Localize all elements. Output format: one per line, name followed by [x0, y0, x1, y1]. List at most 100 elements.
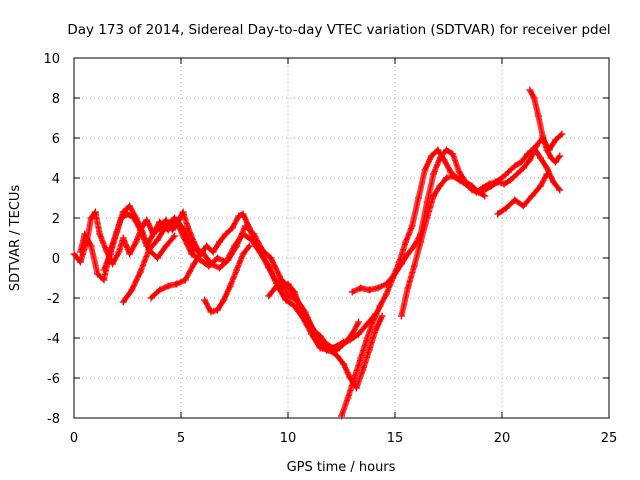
data-point	[436, 182, 444, 190]
data-point	[430, 192, 438, 200]
data-point	[402, 238, 410, 246]
data-point	[162, 216, 170, 224]
data-point	[376, 302, 384, 310]
data-point	[397, 260, 405, 268]
data-point	[415, 194, 423, 202]
data-point	[132, 238, 140, 246]
data-point	[340, 360, 348, 368]
data-point	[156, 218, 164, 226]
data-point	[245, 242, 253, 250]
data-point	[528, 192, 536, 200]
data-point	[350, 374, 358, 382]
data-point	[382, 280, 390, 288]
data-point	[500, 180, 508, 188]
data-point	[256, 248, 264, 256]
data-point	[408, 222, 416, 230]
data-point	[271, 284, 279, 292]
data-point	[156, 286, 164, 294]
data-point	[357, 284, 365, 292]
data-point	[391, 270, 399, 278]
series-trace-12	[526, 86, 564, 166]
data-point	[455, 176, 463, 184]
data-point	[539, 132, 547, 140]
data-point	[235, 212, 243, 220]
data-point	[126, 202, 134, 210]
data-point	[526, 86, 534, 94]
data-point	[203, 242, 211, 250]
data-point	[352, 384, 360, 392]
data-point	[363, 334, 371, 342]
data-point	[558, 130, 566, 138]
data-point	[316, 332, 324, 340]
data-point	[474, 188, 482, 196]
data-point	[171, 214, 179, 222]
data-point	[534, 112, 542, 120]
data-point	[126, 250, 134, 258]
axis-ticks: 0 5 10 15 20 25 -8 -6 -4 -2 0 2 4 6 8 10	[43, 52, 617, 446]
series-trace-6	[201, 242, 253, 316]
data-point	[346, 336, 354, 344]
data-point	[338, 340, 345, 348]
data-point	[119, 298, 127, 306]
data-point	[404, 250, 412, 258]
data-point	[329, 344, 337, 352]
x-tick-label: 5	[177, 431, 185, 446]
data-point	[207, 308, 215, 316]
data-point	[205, 262, 213, 270]
y-tick-label: -6	[47, 372, 60, 387]
data-point	[357, 354, 365, 362]
data-point	[530, 94, 538, 102]
data-points	[70, 86, 566, 420]
data-point	[132, 214, 140, 222]
data-point	[494, 210, 502, 218]
data-point	[222, 230, 230, 238]
data-point	[145, 246, 153, 254]
x-axis-title: GPS time / hours	[287, 460, 396, 475]
data-point	[213, 254, 221, 262]
series-trace-11	[494, 170, 551, 218]
data-point	[162, 242, 170, 250]
data-point	[87, 242, 95, 250]
data-point	[209, 248, 217, 256]
data-point	[308, 330, 316, 338]
data-point	[290, 292, 298, 300]
data-point	[231, 242, 238, 250]
data-point	[404, 284, 412, 292]
data-point	[113, 228, 121, 236]
data-point	[70, 250, 78, 258]
data-point	[190, 260, 198, 268]
data-point	[239, 250, 247, 258]
y-tick-label: 2	[52, 212, 60, 227]
data-point	[410, 262, 418, 270]
data-point	[216, 264, 224, 272]
data-point	[449, 172, 457, 180]
series-trace-10	[397, 172, 489, 320]
data-point	[241, 222, 249, 230]
data-point	[248, 236, 256, 244]
data-point	[382, 290, 390, 298]
data-point	[183, 222, 191, 230]
data-point	[532, 142, 540, 150]
series-trace-5	[147, 248, 206, 302]
data-point	[549, 178, 557, 186]
y-tick-label: -8	[47, 412, 60, 427]
data-point	[267, 254, 275, 262]
x-tick-label: 0	[70, 431, 78, 446]
data-point	[316, 344, 324, 352]
data-point	[303, 314, 311, 322]
data-point	[138, 228, 146, 236]
data-point	[143, 216, 151, 224]
x-tick-label: 25	[601, 431, 618, 446]
data-point	[96, 230, 104, 238]
data-point	[201, 296, 209, 304]
data-point	[119, 208, 127, 216]
data-point	[91, 208, 99, 216]
data-point	[547, 154, 555, 162]
data-point	[410, 242, 418, 250]
data-point	[365, 346, 373, 354]
data-point	[106, 250, 114, 258]
data-point	[556, 152, 564, 160]
data-point	[494, 178, 502, 186]
data-point	[481, 186, 489, 194]
data-point	[519, 202, 527, 210]
